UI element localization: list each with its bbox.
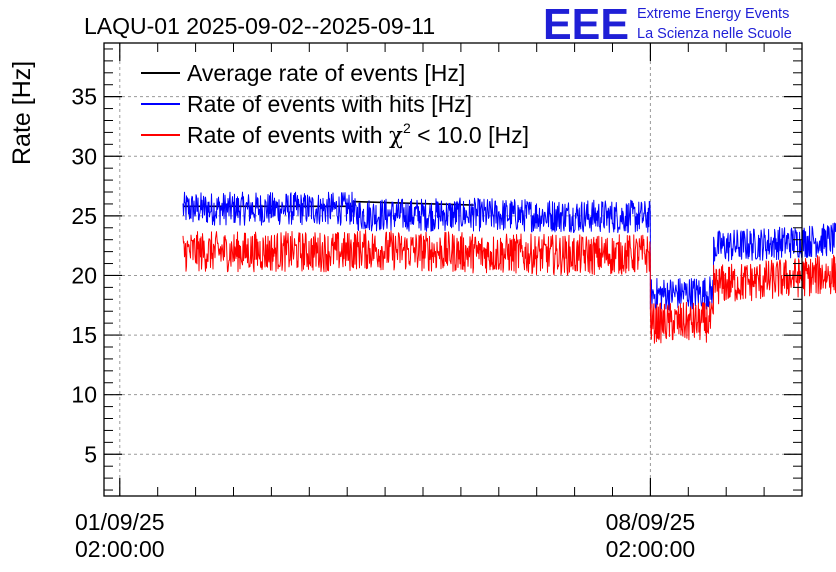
- legend-text-suffix: < 10.0 [Hz]: [411, 122, 529, 148]
- y-tick-label: 5: [84, 441, 97, 467]
- y-tick-label: 30: [71, 143, 97, 169]
- y-axis-label: Rate [Hz]: [8, 61, 36, 165]
- y-tick-labels: 5 10 15 20 25 30 35: [71, 84, 97, 468]
- plot-frame: [103, 42, 803, 497]
- chart-title: LAQU-01 2025-09-02--2025-09-11: [84, 13, 435, 39]
- eee-logo-mark: EEE: [543, 0, 629, 49]
- legend-entry: Average rate of events [Hz]: [187, 60, 465, 86]
- x-tick-label-date: 01/09/25: [75, 509, 165, 535]
- x-tick-label-date: 08/09/25: [606, 509, 696, 535]
- eee-logo: EEE Extreme Energy Events La Scienza nel…: [543, 0, 792, 49]
- axis-ticks: [104, 43, 803, 496]
- y-tick-label: 20: [71, 262, 97, 288]
- chi-symbol: χ: [389, 123, 403, 149]
- y-tick-label: 25: [71, 203, 97, 229]
- y-tick-label: 10: [71, 382, 97, 408]
- chi-superscript: 2: [403, 120, 411, 136]
- legend-entry: Rate of events with χ2 < 10.0 [Hz]: [187, 120, 529, 149]
- eee-logo-line2: La Scienza nelle Scuole: [637, 26, 792, 42]
- series-line: [182, 191, 836, 311]
- eee-logo-line1: Extreme Energy Events: [637, 6, 789, 22]
- x-tick-label-time: 02:00:00: [606, 536, 696, 562]
- series-layer: [182, 191, 836, 344]
- legend-text-prefix: Rate of events with: [187, 122, 389, 148]
- series-line: [182, 229, 836, 344]
- y-tick-label: 15: [71, 322, 97, 348]
- legend: Average rate of events [Hz] Rate of event…: [141, 60, 529, 149]
- y-tick-label: 35: [71, 84, 97, 110]
- x-tick-label-time: 02:00:00: [75, 536, 165, 562]
- legend-entry: Rate of events with hits [Hz]: [187, 91, 472, 117]
